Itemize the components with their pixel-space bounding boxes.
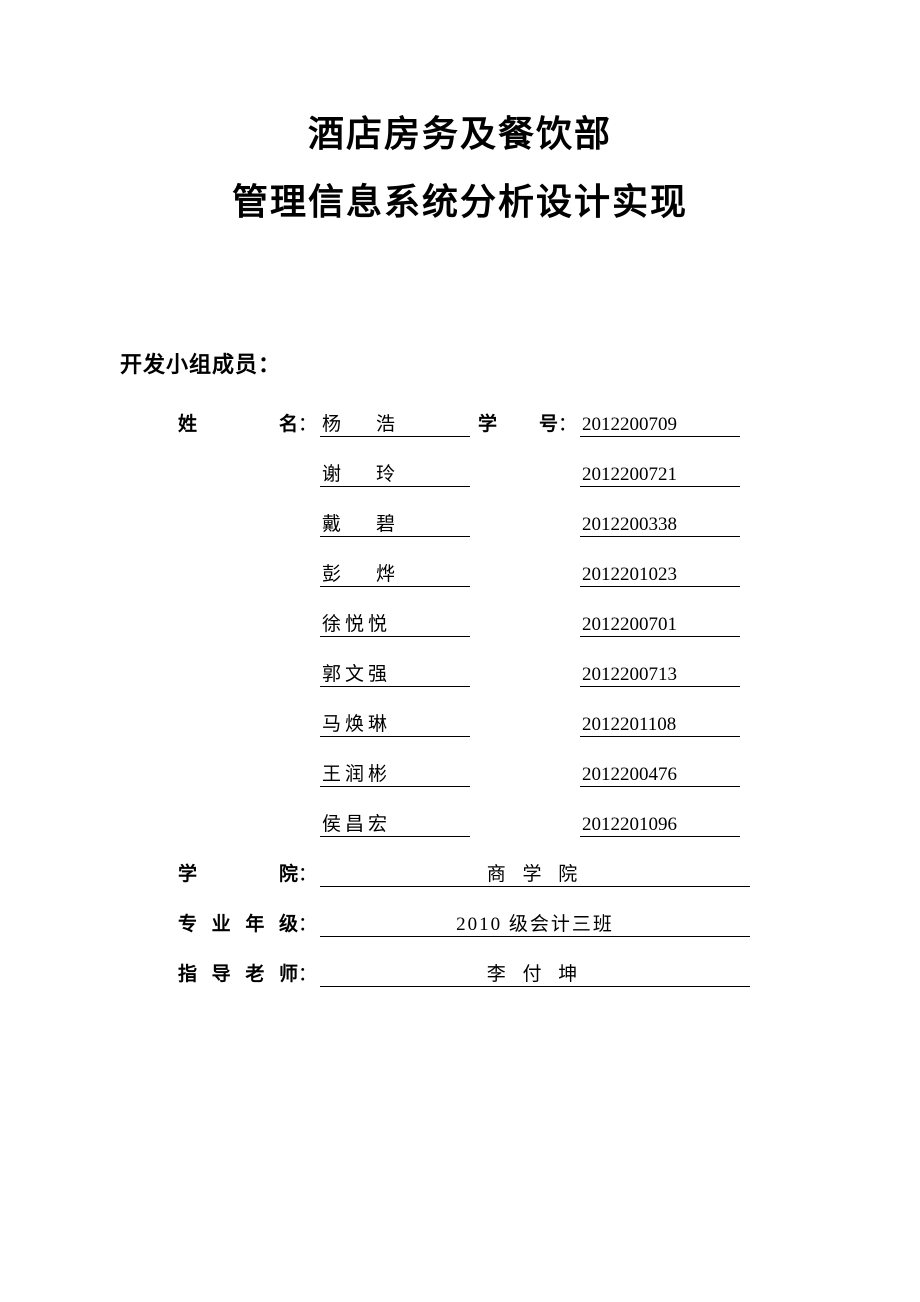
member-row-8: 侯昌宏 2012201096 xyxy=(120,809,800,837)
advisor-row: 指导老师 ： 李 付 坤 xyxy=(120,959,800,987)
member-name: 戴 碧 xyxy=(320,509,470,537)
member-id: 2012200721 xyxy=(580,464,740,487)
member-id: 2012200709 xyxy=(580,414,740,437)
colon: ： xyxy=(298,959,320,986)
member-name: 杨 浩 xyxy=(320,409,470,437)
member-name: 侯昌宏 xyxy=(320,809,470,837)
colon: ： xyxy=(298,909,320,936)
college-row: 学 院 ： 商 学 院 xyxy=(120,859,800,887)
member-id: 2012200713 xyxy=(580,664,740,687)
member-name: 马焕琳 xyxy=(320,709,470,737)
member-id: 2012201108 xyxy=(580,714,740,737)
member-id: 2012201096 xyxy=(580,814,740,837)
member-row-4: 徐悦悦 2012200701 xyxy=(120,609,800,637)
member-id: 2012200701 xyxy=(580,614,740,637)
title-line-2: 管理信息系统分析设计实现 xyxy=(120,168,800,236)
document-page: 酒店房务及餐饮部 管理信息系统分析设计实现 开发小组成员： 姓 名 ： 杨 浩 … xyxy=(0,0,920,987)
major-year-row: 专业年级 ： 2010 级会计三班 xyxy=(120,909,800,937)
title-line-1: 酒店房务及餐饮部 xyxy=(120,100,800,168)
member-row-0: 姓 名 ： 杨 浩 学 号 ： 2012200709 xyxy=(120,409,800,437)
college-label: 学 院 xyxy=(178,859,298,886)
section-header: 开发小组成员： xyxy=(120,347,800,379)
member-name: 郭文强 xyxy=(320,659,470,687)
member-id: 2012201023 xyxy=(580,564,740,587)
colon: ： xyxy=(558,409,580,436)
member-id: 2012200338 xyxy=(580,514,740,537)
name-label: 姓 名 xyxy=(178,409,298,436)
title-section: 酒店房务及餐饮部 管理信息系统分析设计实现 xyxy=(120,100,800,237)
colon: ： xyxy=(298,859,320,886)
colon: ： xyxy=(298,409,320,436)
advisor-value: 李 付 坤 xyxy=(320,959,750,987)
member-row-6: 马焕琳 2012201108 xyxy=(120,709,800,737)
member-row-3: 彭 烨 2012201023 xyxy=(120,559,800,587)
member-row-2: 戴 碧 2012200338 xyxy=(120,509,800,537)
member-name: 彭 烨 xyxy=(320,559,470,587)
advisor-label: 指导老师 xyxy=(178,959,298,986)
member-row-7: 王润彬 2012200476 xyxy=(120,759,800,787)
major-year-value: 2010 级会计三班 xyxy=(320,909,750,937)
major-year-label: 专业年级 xyxy=(178,909,298,936)
member-name: 王润彬 xyxy=(320,759,470,787)
member-row-5: 郭文强 2012200713 xyxy=(120,659,800,687)
member-id: 2012200476 xyxy=(580,764,740,787)
id-label: 学 号 xyxy=(478,409,558,436)
member-name: 谢 玲 xyxy=(320,459,470,487)
member-row-1: 谢 玲 2012200721 xyxy=(120,459,800,487)
college-value: 商 学 院 xyxy=(320,859,750,887)
member-name: 徐悦悦 xyxy=(320,609,470,637)
